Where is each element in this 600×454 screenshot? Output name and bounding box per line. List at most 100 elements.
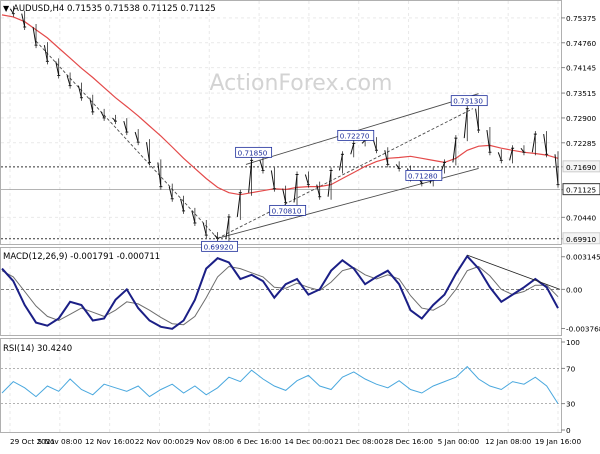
price-segment xyxy=(270,170,275,189)
watermark: ActionForex.com xyxy=(210,71,393,96)
price-annotation-box xyxy=(201,240,238,252)
trend-channel-line xyxy=(245,93,479,165)
price-segment xyxy=(304,174,309,185)
price-pane-border xyxy=(0,0,562,245)
price-segment xyxy=(55,61,60,76)
price-segment xyxy=(77,85,82,98)
y-tick-label: 0.71125 xyxy=(566,186,596,195)
price-segment xyxy=(395,164,400,169)
x-tick-label: 21 Dec 08:00 xyxy=(334,437,383,446)
moving-average-line xyxy=(1,14,559,196)
price-label-box xyxy=(562,160,600,173)
y-tick-label: 0.71690 xyxy=(566,163,597,172)
y-tick-label: 0.69910 xyxy=(566,235,597,244)
price-segment xyxy=(146,142,151,163)
price-label-box xyxy=(562,183,600,196)
price-segment xyxy=(66,75,71,86)
price-segment xyxy=(32,26,37,46)
price-annotation-label: 0.73130 xyxy=(453,97,483,106)
macd-y-tick-label: 0.00 xyxy=(566,285,583,294)
macd-title: MACD(12,26,9) -0.001791 -0.000711 xyxy=(3,252,160,262)
price-annotation-label: 0.71850 xyxy=(238,148,268,157)
y-tick-label: 0.74760 xyxy=(566,39,597,48)
price-segment xyxy=(43,45,48,62)
price-segment xyxy=(452,138,457,163)
price-layer: 0.71850 0.70810 0.69920 0.72270 0.73130 0.712… xyxy=(1,5,560,252)
price-segment xyxy=(475,108,480,131)
price-segment xyxy=(497,152,502,161)
price-segment xyxy=(486,129,491,153)
rsi-layer xyxy=(1,365,560,405)
price-annotation-box xyxy=(337,129,375,141)
x-tick-label: 28 Dec 16:00 xyxy=(384,437,433,446)
price-segment xyxy=(441,162,445,171)
price-segment xyxy=(372,140,377,151)
rsi-y-tick-label: 30 xyxy=(566,400,576,409)
price-segment xyxy=(191,210,196,224)
x-tick-label: 12 Nov 16:00 xyxy=(85,437,135,446)
price-header: ▼ AUDUSD,H4 0.71535 0.71538 0.71125 0.71… xyxy=(3,4,216,14)
rsi-y-tick-label: 100 xyxy=(566,338,580,347)
price-segment xyxy=(259,160,264,171)
price-annotation-label: 0.71280 xyxy=(408,171,438,180)
price-segment xyxy=(202,222,207,236)
price-segment xyxy=(21,13,26,28)
rsi-y-tick-label: 70 xyxy=(566,364,576,373)
trend-channel-line xyxy=(217,108,474,239)
price-segment xyxy=(214,234,218,239)
rsi-line xyxy=(1,365,559,404)
price-segment xyxy=(168,186,173,199)
price-segment xyxy=(338,154,343,171)
y-tick-label: 0.73515 xyxy=(566,89,596,98)
price-segment xyxy=(157,162,162,187)
rsi-title: RSI(14) 30.4240 xyxy=(3,344,72,354)
y-tick-label: 0.72900 xyxy=(566,114,597,123)
price-segment xyxy=(509,148,514,161)
price-segment xyxy=(543,134,548,155)
macd-signal-line xyxy=(1,265,559,326)
macd-line xyxy=(1,254,559,330)
y-tick-label: 0.70440 xyxy=(566,213,597,222)
price-segment xyxy=(520,147,525,153)
price-annotation-box xyxy=(450,95,488,107)
price-segment xyxy=(225,216,230,239)
price-segment xyxy=(282,188,287,203)
x-tick-label: 6 Dec 16:00 xyxy=(237,437,282,446)
price-segment xyxy=(123,121,128,133)
price-annotation-label: 0.72270 xyxy=(340,131,370,140)
rsi-pane-border xyxy=(0,338,562,433)
y-tick-label: 0.72285 xyxy=(566,139,596,148)
x-tick-label: 14 Dec 00:00 xyxy=(284,437,333,446)
price-segment xyxy=(463,108,468,139)
price-segment xyxy=(180,198,185,212)
symbol-header: AUDUSD,H4 0.71535 0.71538 0.71125 0.7112… xyxy=(13,4,216,14)
x-tick-label: 5 Nov 08:00 xyxy=(38,437,83,446)
price-annotation-box xyxy=(405,169,443,181)
price-segment xyxy=(327,170,332,197)
y-tick-label: 0.75375 xyxy=(566,14,596,23)
price-segment xyxy=(248,160,253,193)
price-segment xyxy=(134,131,139,143)
header-marker: ▼ xyxy=(3,4,10,13)
price-segment xyxy=(100,111,105,119)
x-tick-label: 19 Jan 16:00 xyxy=(535,437,582,446)
price-annotation-box xyxy=(235,146,273,158)
price-segment xyxy=(350,143,355,155)
price-annotation-label: 0.70810 xyxy=(272,206,302,215)
price-annotation-box xyxy=(269,204,307,216)
price-segment xyxy=(236,192,241,218)
price-segment xyxy=(89,97,94,112)
grid xyxy=(1,1,560,432)
x-tick-label: 29 Nov 08:00 xyxy=(185,437,235,446)
macd-layer xyxy=(1,254,561,330)
x-tick-label: 12 Jan 08:00 xyxy=(485,437,532,446)
price-segment xyxy=(293,174,298,203)
x-tick-label: 29 Oct 2021 xyxy=(10,437,55,446)
macd-y-tick-label: 0.003145 xyxy=(566,253,600,262)
y-tick-label: 0.74145 xyxy=(566,64,596,73)
price-label-box xyxy=(562,232,600,245)
rsi-y-tick-label: 0 xyxy=(566,426,571,435)
macd-y-tick-label: -0.003768 xyxy=(566,325,600,334)
